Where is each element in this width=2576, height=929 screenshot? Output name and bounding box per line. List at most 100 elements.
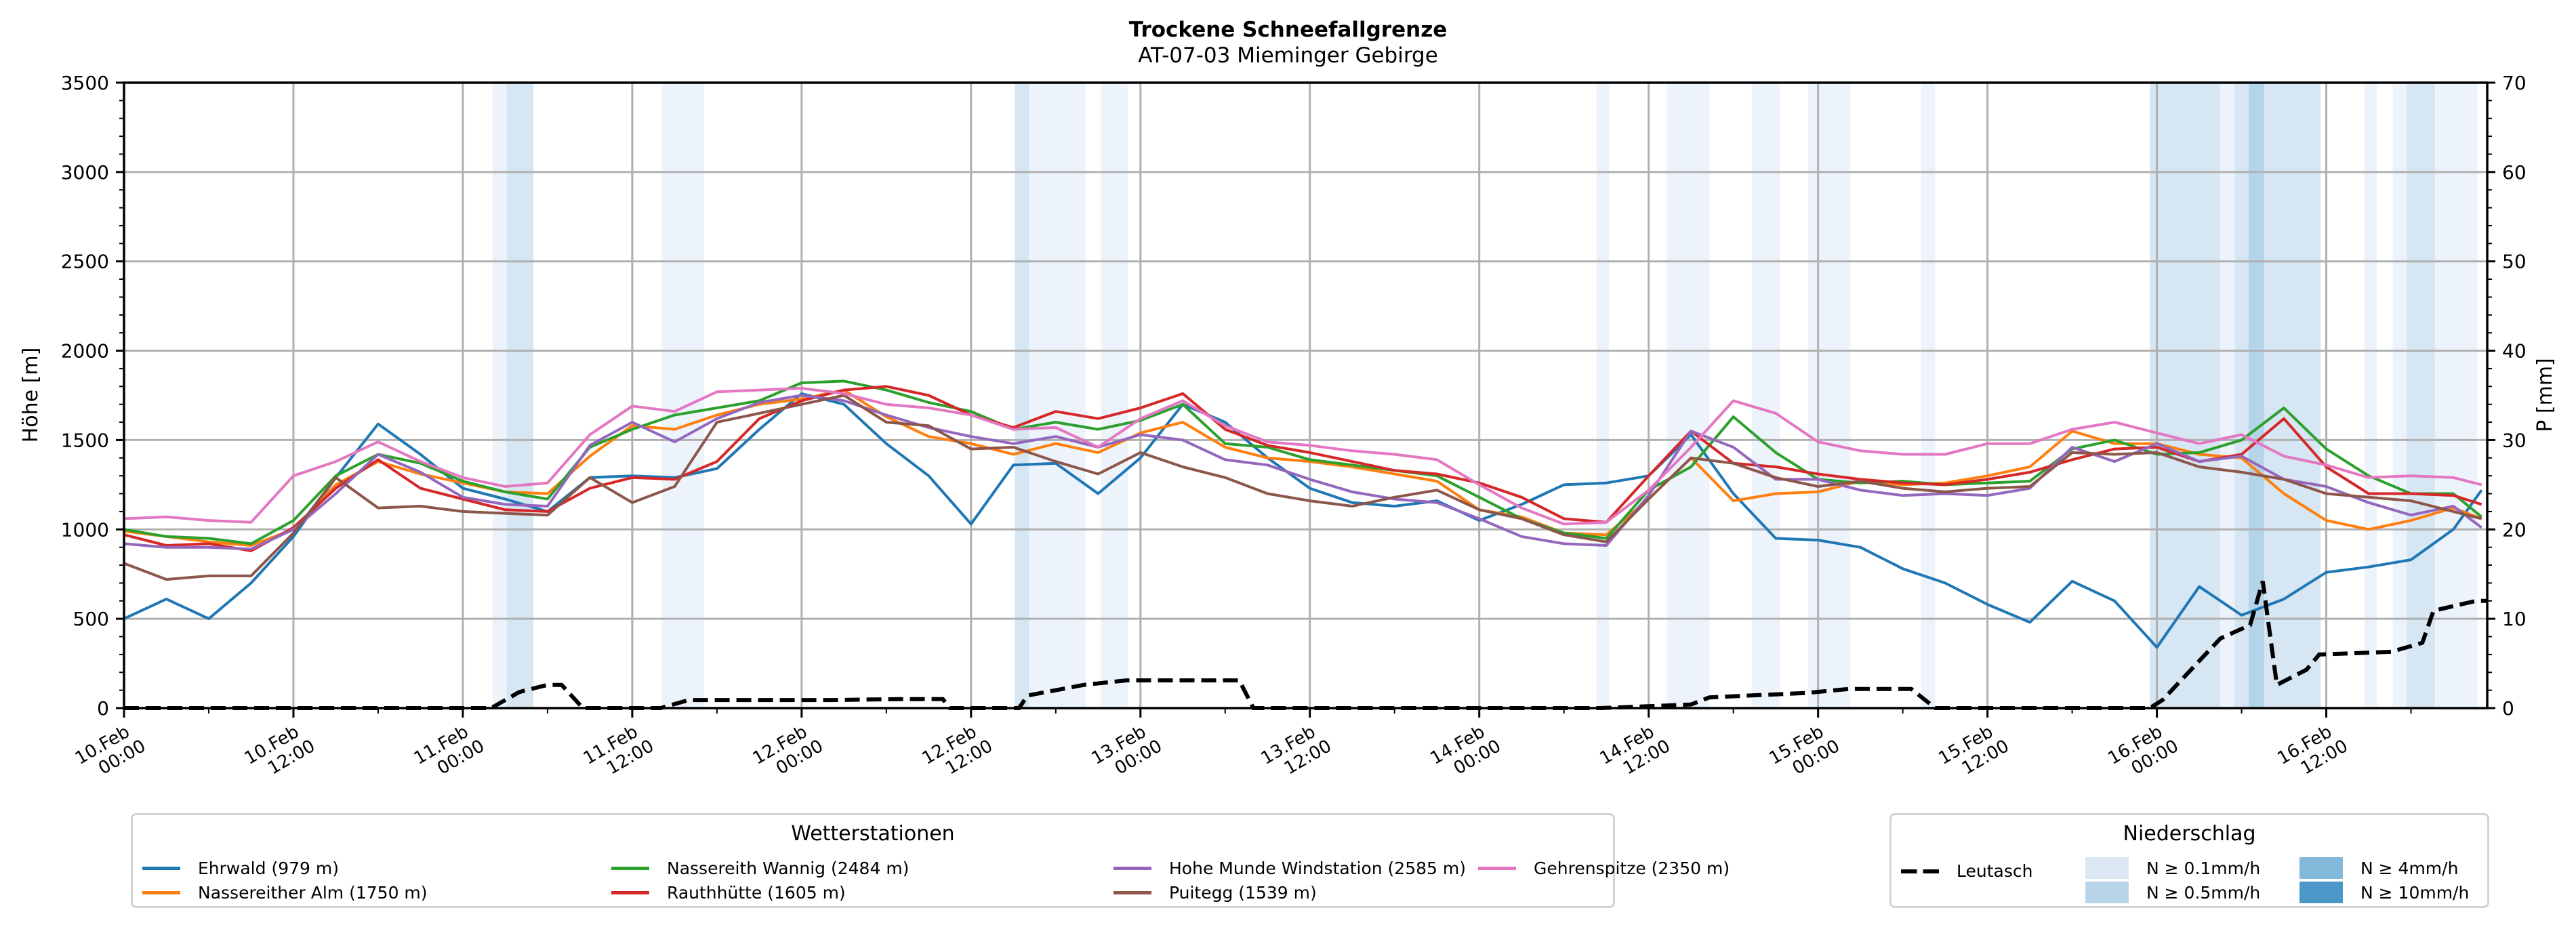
color-swatch xyxy=(2085,882,2129,903)
color-swatch xyxy=(2299,857,2343,879)
legend-label: Gehrenspitze (2350 m) xyxy=(1534,859,1730,878)
legend-item-station: Rauthhütte (1605 m) xyxy=(611,883,846,903)
legend-item-station: Puitegg (1539 m) xyxy=(1113,883,1317,903)
precipitation-legend-title: Niederschlag xyxy=(2123,822,2256,846)
y-tick-label: 0 xyxy=(97,697,109,720)
line-swatch xyxy=(1113,891,1151,894)
precip-band xyxy=(2150,83,2221,708)
series-lines xyxy=(123,379,2483,649)
legend-label: Leutasch xyxy=(1957,861,2033,881)
y-tick-label: 500 xyxy=(73,608,109,630)
legend-label: N ≥ 10mm/h xyxy=(2360,882,2470,903)
legend-item-station: Ehrwald (979 m) xyxy=(142,859,339,878)
legend-label: N ≥ 0.1mm/h xyxy=(2146,858,2261,878)
precip-band xyxy=(1921,83,1936,708)
color-swatch xyxy=(2299,882,2343,903)
y2-tick-label: 40 xyxy=(2502,340,2527,363)
y-tick-label: 1500 xyxy=(61,429,109,451)
precip-band xyxy=(2248,83,2264,708)
y-axis-label: Höhe [m] xyxy=(19,348,43,443)
legend-item-station: Hohe Munde Windstation (2585 m) xyxy=(1113,859,1466,878)
legend-label: N ≥ 0.5mm/h xyxy=(2146,882,2261,903)
legend-item-leutasch: Leutasch xyxy=(1901,861,2032,881)
y-tick-label: 1000 xyxy=(61,518,109,541)
precip-band xyxy=(2434,83,2478,708)
legend-item-level-3: N ≥ 10mm/h xyxy=(2299,882,2469,903)
precip-band xyxy=(492,83,507,708)
y-tick-label: 3500 xyxy=(61,72,109,94)
line-swatch xyxy=(611,867,649,870)
precip-band xyxy=(1751,83,1780,708)
stations-legend: Wetterstationen Ehrwald (979 m) Nassereit… xyxy=(131,813,1730,908)
precip-band xyxy=(2264,83,2321,708)
precip-band xyxy=(2364,83,2377,708)
precipitation-line xyxy=(124,580,2487,710)
precip-band xyxy=(1101,83,1128,708)
legend-item-station: Nassereither Alm (1750 m) xyxy=(142,883,428,903)
line-swatch xyxy=(1478,867,1516,870)
legend-item-station: Gehrenspitze (2350 m) xyxy=(1478,859,1730,878)
y-tick-label: 3000 xyxy=(61,161,109,184)
y2-tick-label: 20 xyxy=(2502,518,2527,541)
precip-band xyxy=(1015,83,1029,708)
chart-title: Trockene Schneefallgrenze xyxy=(1128,18,1448,42)
grid-lines xyxy=(123,81,2487,709)
y2-tick-label: 30 xyxy=(2502,429,2527,451)
line-swatch xyxy=(142,867,180,870)
series-line xyxy=(123,387,2482,526)
legend-label: Hohe Munde Windstation (2585 m) xyxy=(1169,859,1466,878)
precip-band xyxy=(1029,83,1086,708)
series-line xyxy=(123,388,2482,547)
precip-band xyxy=(2220,83,2235,708)
y2-tick-label: 50 xyxy=(2502,251,2527,273)
line-swatch xyxy=(142,891,180,894)
series-line xyxy=(123,392,2483,649)
precip-band xyxy=(2407,83,2435,708)
legend-item-station: Nassereith Wannig (2484 m) xyxy=(611,859,909,878)
stations-legend-title: Wetterstationen xyxy=(791,822,955,846)
legend-label: Rauthhütte (1605 m) xyxy=(667,883,846,903)
y-tick-label: 2500 xyxy=(61,251,109,273)
precip-line-leutasch xyxy=(124,580,2487,710)
dashed-line-swatch xyxy=(1901,869,1939,873)
color-swatch xyxy=(2085,857,2129,879)
line-swatch xyxy=(611,891,649,894)
precipitation-legend: Niederschlag Leutasch N ≥ 0.1mm/h N ≥ 0.… xyxy=(1889,813,2489,908)
precip-band xyxy=(1667,83,1710,708)
y2-tick-label: 60 xyxy=(2502,161,2527,184)
legend-label: N ≥ 4mm/h xyxy=(2360,858,2459,878)
series-line xyxy=(123,394,2482,551)
y2-tick-label: 10 xyxy=(2502,608,2527,630)
legend-item-level-2: N ≥ 4mm/h xyxy=(2299,857,2458,879)
series-line xyxy=(123,385,2482,552)
precip-band xyxy=(1808,83,1851,708)
precip-band xyxy=(661,83,705,708)
y2-axis-label: P [mm] xyxy=(2533,358,2557,432)
chart-subtitle: AT-07-03 Mieminger Gebirge xyxy=(1138,43,1438,68)
y2-tick-label: 70 xyxy=(2502,72,2527,94)
series-line xyxy=(123,394,2482,581)
y2-tick-label: 0 xyxy=(2502,697,2514,720)
legend-item-level-0: N ≥ 0.1mm/h xyxy=(2085,857,2260,879)
plot-frame xyxy=(123,81,2489,709)
legend-item-level-1: N ≥ 0.5mm/h xyxy=(2085,882,2260,903)
precipitation-bands xyxy=(492,83,2478,708)
precip-band xyxy=(1596,83,1610,708)
precip-band xyxy=(506,83,534,708)
precip-band xyxy=(2392,83,2407,708)
line-chart: 0 500 1000 1500 2000 2500 3000 3500 0 10 20 30 40 50 6… xyxy=(19,72,2557,779)
legend-label: Nassereith Wannig (2484 m) xyxy=(667,859,909,878)
y-tick-label: 2000 xyxy=(61,340,109,363)
precip-band xyxy=(2234,83,2249,708)
